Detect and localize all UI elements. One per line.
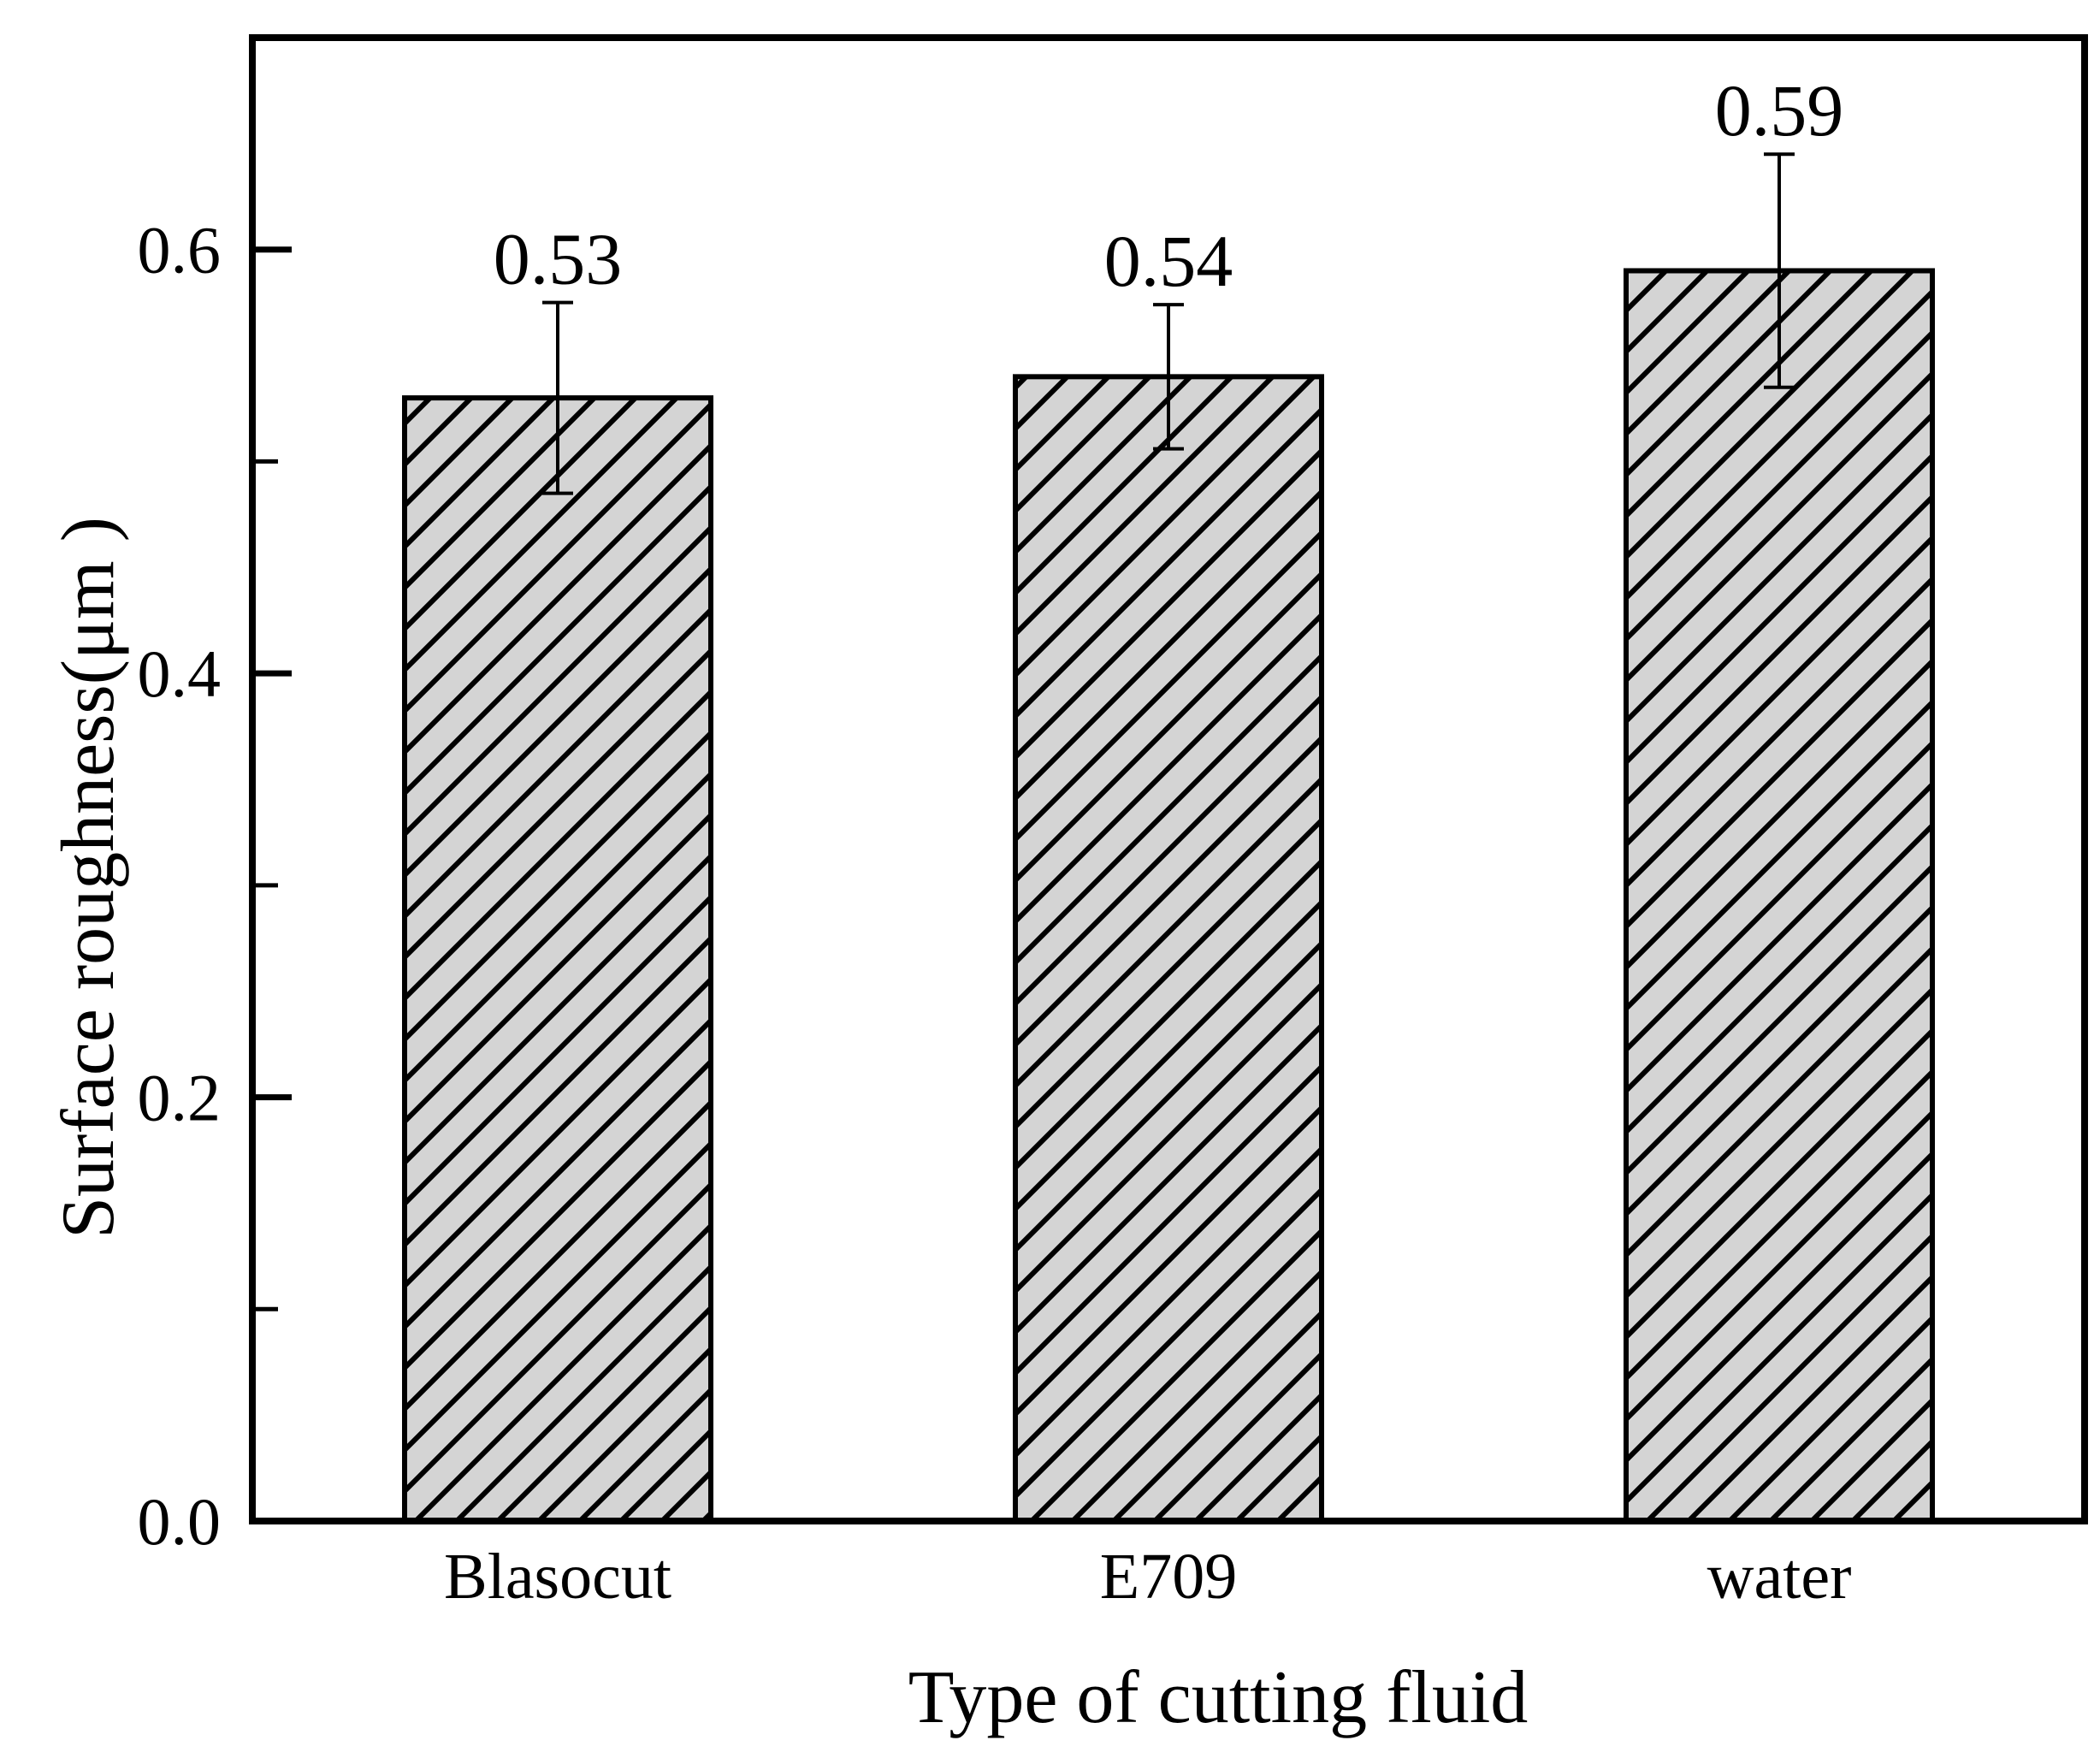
- value-label-blasocut: 0.53: [494, 218, 623, 300]
- bar-e709: [1013, 374, 1324, 1524]
- x-tick-label-water: water: [1707, 1541, 1852, 1613]
- x-tick-label-e709: E709: [1100, 1541, 1237, 1613]
- y-axis-title: Surface roughness(μm ): [47, 517, 130, 1239]
- bar-chart-figure: 0.53 Blasocut 0.54 E709 0.59 water 0.0 0.2 0.4 0.…: [34, 14, 2094, 1750]
- x-tick-label-blasocut: Blasocut: [444, 1541, 671, 1613]
- bar-water: [1624, 268, 1935, 1524]
- x-axis-title: Type of cutting fluid: [908, 1656, 1529, 1739]
- plot-frame: [249, 34, 2088, 1524]
- y-tick-label-0.4: 0.4: [138, 636, 222, 711]
- value-label-e709: 0.54: [1104, 220, 1233, 302]
- y-tick-label-0.6: 0.6: [138, 213, 222, 287]
- bar-blasocut: [402, 395, 713, 1524]
- y-tick-label-0.2: 0.2: [138, 1061, 222, 1135]
- value-label-water: 0.59: [1715, 69, 1844, 151]
- plot-root: 0.53 Blasocut 0.54 E709 0.59 water 0.0 0.2 0.4 0.…: [47, 34, 2088, 1739]
- chart-canvas: 0.53 Blasocut 0.54 E709 0.59 water 0.0 0.2 0.4 0.…: [47, 34, 2088, 1739]
- y-tick-label-0.0: 0.0: [138, 1484, 222, 1559]
